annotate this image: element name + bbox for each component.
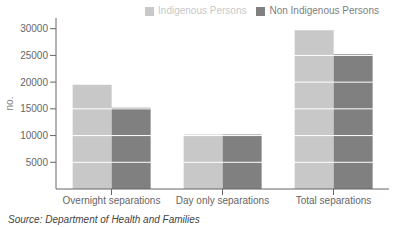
svg-text:15000: 15000 bbox=[20, 103, 48, 114]
html-text:Non Indigenous Persons: Non Indigenous Persons bbox=[269, 5, 379, 16]
svg-text:5000: 5000 bbox=[26, 157, 49, 168]
svg-text:25000: 25000 bbox=[20, 50, 48, 61]
svg-text:no.: no. bbox=[8, 97, 15, 111]
svg-text:Total separations: Total separations bbox=[296, 195, 372, 206]
svg-text:10000: 10000 bbox=[20, 130, 48, 141]
svg-text:Day only separations: Day only separations bbox=[176, 195, 269, 206]
html-text:Indigenous Persons: Indigenous Persons bbox=[158, 5, 247, 16]
svg-text:Overnight separations: Overnight separations bbox=[63, 195, 161, 206]
svg-text:30000: 30000 bbox=[20, 23, 48, 34]
svg-text:20000: 20000 bbox=[20, 77, 48, 88]
html-text:Source: Department of Health a: Source: Department of Health and Familie… bbox=[8, 214, 200, 225]
